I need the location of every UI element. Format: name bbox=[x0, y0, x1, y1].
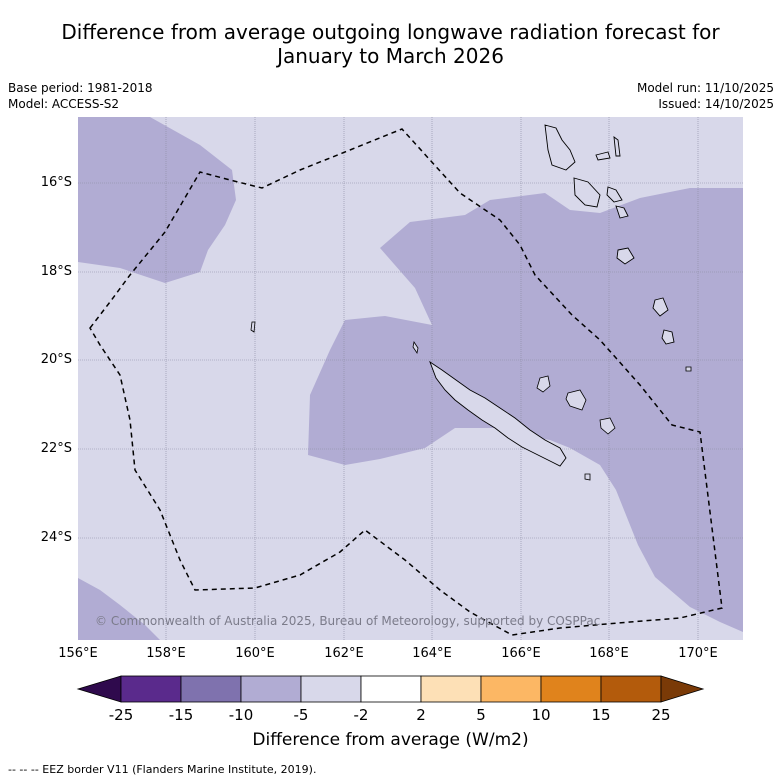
eez-legend: -- -- -- EEZ border V11 (Flanders Marine… bbox=[8, 763, 317, 776]
colorbar-label: 10 bbox=[531, 706, 551, 724]
colorbar-label: 2 bbox=[416, 706, 426, 724]
lon-tick-170e: 170°E bbox=[678, 646, 718, 661]
colorbar-label: -15 bbox=[168, 706, 194, 724]
lat-tick-16s: 16°S bbox=[40, 175, 72, 190]
lat-tick-24s: 24°S bbox=[40, 530, 72, 545]
island-hunter bbox=[685, 366, 692, 372]
title-line-1: Difference from average outgoing longwav… bbox=[61, 20, 720, 44]
lon-tick-168e: 168°E bbox=[589, 646, 629, 661]
eez-border bbox=[89, 128, 723, 636]
lon-tick-160e: 160°E bbox=[235, 646, 275, 661]
island-vanuatu-maewo bbox=[613, 136, 621, 157]
island-small bbox=[412, 340, 419, 355]
anomaly-region-east bbox=[308, 188, 743, 632]
title-line-2: January to March 2026 bbox=[277, 44, 504, 68]
island-vanuatu-pentecost bbox=[606, 186, 623, 203]
base-period: Base period: 1981-2018 bbox=[8, 81, 153, 95]
island-espiritu-santo bbox=[544, 124, 576, 171]
island-loyalty-mare bbox=[599, 417, 616, 435]
island-vanuatu-erromango bbox=[616, 247, 635, 265]
island-vanuatu-efate bbox=[615, 205, 629, 219]
lon-tick-166e: 166°E bbox=[501, 646, 541, 661]
lon-tick-164e: 164°E bbox=[412, 646, 452, 661]
issued-date: Issued: 14/10/2025 bbox=[658, 97, 774, 111]
anomaly-region-southwest-corner bbox=[78, 578, 160, 640]
colorbar-label: -25 bbox=[108, 706, 134, 724]
colorbar-label: -2 bbox=[353, 706, 369, 724]
lat-tick-20s: 20°S bbox=[40, 352, 72, 367]
map-title: Difference from average outgoing longwav… bbox=[0, 20, 781, 68]
island-malekula bbox=[573, 177, 601, 208]
anomaly-region-northwest bbox=[78, 117, 236, 283]
colorbar-label: -5 bbox=[293, 706, 309, 724]
colorbar-label: 15 bbox=[591, 706, 611, 724]
island-vanuatu-ambae bbox=[595, 151, 611, 161]
island-small-west-1 bbox=[250, 321, 256, 333]
graticule bbox=[78, 117, 743, 640]
lat-tick-18s: 18°S bbox=[40, 264, 72, 279]
colorbar-label: 25 bbox=[651, 706, 671, 724]
model-name: Model: ACCESS-S2 bbox=[8, 97, 120, 111]
meta-right: Model run: 11/10/2025 Issued: 14/10/2025 bbox=[637, 80, 774, 112]
colorbar-label: -10 bbox=[228, 706, 254, 724]
lon-tick-156e: 156°E bbox=[58, 646, 98, 661]
model-run: Model run: 11/10/2025 bbox=[636, 81, 774, 95]
new-caledonia-island bbox=[429, 360, 567, 467]
island-vanuatu-aneityum bbox=[661, 329, 675, 345]
colorbar-title: Difference from average (W/m2) bbox=[252, 730, 529, 750]
lon-tick-158e: 158°E bbox=[146, 646, 186, 661]
island-vanuatu-tanna bbox=[652, 297, 669, 317]
island-loyalty-ouvea bbox=[536, 375, 551, 393]
lon-tick-162e: 162°E bbox=[324, 646, 364, 661]
lat-tick-22s: 22°S bbox=[40, 441, 72, 456]
island-loyalty-lifou bbox=[565, 389, 587, 411]
island-pines bbox=[584, 473, 591, 481]
colorbar-label: 5 bbox=[476, 706, 486, 724]
copyright-text: © Commonwealth of Australia 2025, Bureau… bbox=[95, 614, 601, 628]
meta-left: Base period: 1981-2018 Model: ACCESS-S2 bbox=[8, 80, 153, 112]
